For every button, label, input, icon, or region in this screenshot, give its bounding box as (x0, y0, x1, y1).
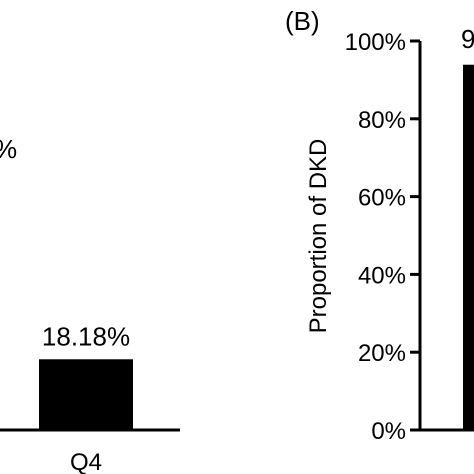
panel-b: (B) Proportion of DKD 0% 20% 40% 60% 80% 100%… (285, 6, 474, 445)
panel-a-data-label: 18.18% (42, 321, 130, 351)
panel-a-partial-label: % (0, 134, 17, 164)
panel-b-bars: 9 (461, 24, 474, 430)
panel-a-category-label: Q4 (70, 449, 102, 474)
panel-b-data-label: 9 (461, 24, 474, 54)
panel-a-bar (39, 359, 133, 430)
panel-b-y-axis-label: Proportion of DKD (305, 139, 332, 334)
panel-b-y-tick-label: 40% (358, 262, 406, 289)
panel-a: % 18.18% Q4 (0, 134, 180, 474)
panel-label-b: (B) (285, 6, 320, 36)
panel-a-bars: 18.18% Q4 (39, 321, 133, 474)
panel-b-y-tick-label: 20% (358, 340, 406, 367)
panel-b-y-tick-label: 60% (358, 185, 406, 212)
panel-b-bar (463, 64, 474, 430)
panel-b-ticks: 0% 20% 40% 60% 80% 100% (345, 29, 420, 445)
panel-b-y-tick-label: 100% (345, 29, 406, 56)
panel-b-y-tick-label: 0% (371, 418, 406, 445)
panel-b-y-tick-label: 80% (358, 107, 406, 134)
